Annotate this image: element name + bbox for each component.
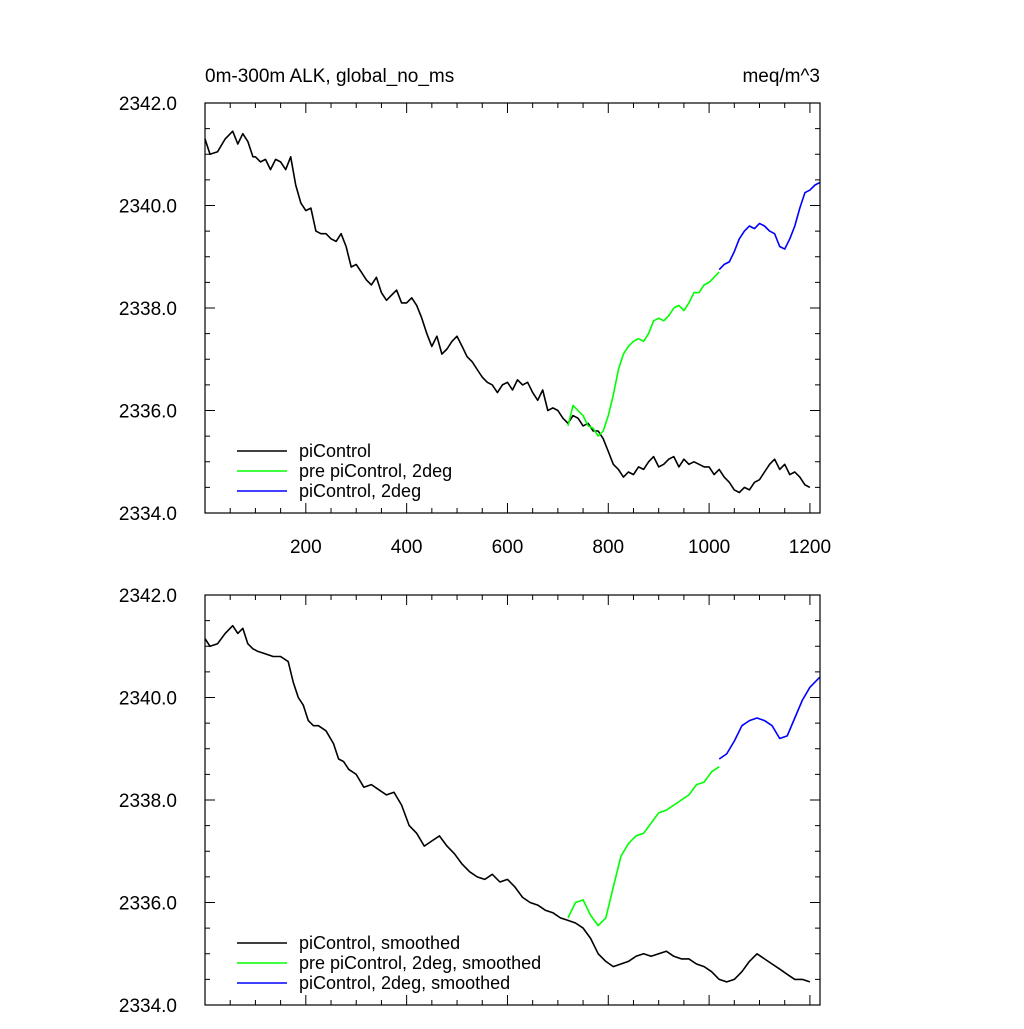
ticks-layer: 2334.0 2336.0 2338.0 2340.0 2342.0 [119,586,820,1017]
series-line-1 [567,766,720,927]
x-tick-label: 1200 [789,537,831,558]
y-tick-label: 2338.0 [119,299,177,320]
series-layer [204,624,821,983]
series-line-1 [567,271,720,437]
x-tick-label: 1000 [688,537,730,558]
x-tick-label: 400 [391,537,423,558]
y-tick-label: 2340.0 [119,197,177,218]
legend-label-1: pre piControl, 2deg, smoothed [299,953,541,973]
top-panel: 0m-300m ALK, global_no_ms meq/m^3 200 400… [119,66,831,558]
y-tick-label: 2336.0 [119,402,177,423]
plot-frame [204,594,821,1006]
series-layer [204,130,821,494]
chart-title: 0m-300m ALK, global_no_ms [205,66,454,87]
y-tick-label: 2334.0 [119,996,177,1017]
plot-frame [204,102,821,514]
bottom-panel: 2334.0 2336.0 2338.0 2340.0 2342.0 piControl… [119,586,821,1017]
y-tick-label: 2334.0 [119,504,177,525]
series-line-2 [718,676,821,760]
x-tick-label: 200 [290,537,322,558]
ticks-layer: 200 400 600 800 1000 1200 2334.0 2336.0 2338.0 23… [119,94,831,558]
series-line-2 [718,181,821,271]
y-tick-label: 2338.0 [119,791,177,812]
series-line-0 [204,130,811,494]
x-tick-label: 800 [592,537,624,558]
legend-label-2: piControl, 2deg, smoothed [299,973,510,993]
legend-label-2: piControl, 2deg [299,481,421,501]
legend-label-0: piControl, smoothed [299,933,460,953]
chart-units: meq/m^3 [742,66,820,87]
y-tick-label: 2340.0 [119,689,177,710]
y-tick-label: 2342.0 [119,586,177,607]
legend-label-1: pre piControl, 2deg [299,461,452,481]
x-tick-label: 600 [492,537,524,558]
series-line-0 [204,624,811,983]
y-tick-label: 2342.0 [119,94,177,115]
legend-label-0: piControl [299,441,371,461]
y-tick-label: 2336.0 [119,894,177,915]
